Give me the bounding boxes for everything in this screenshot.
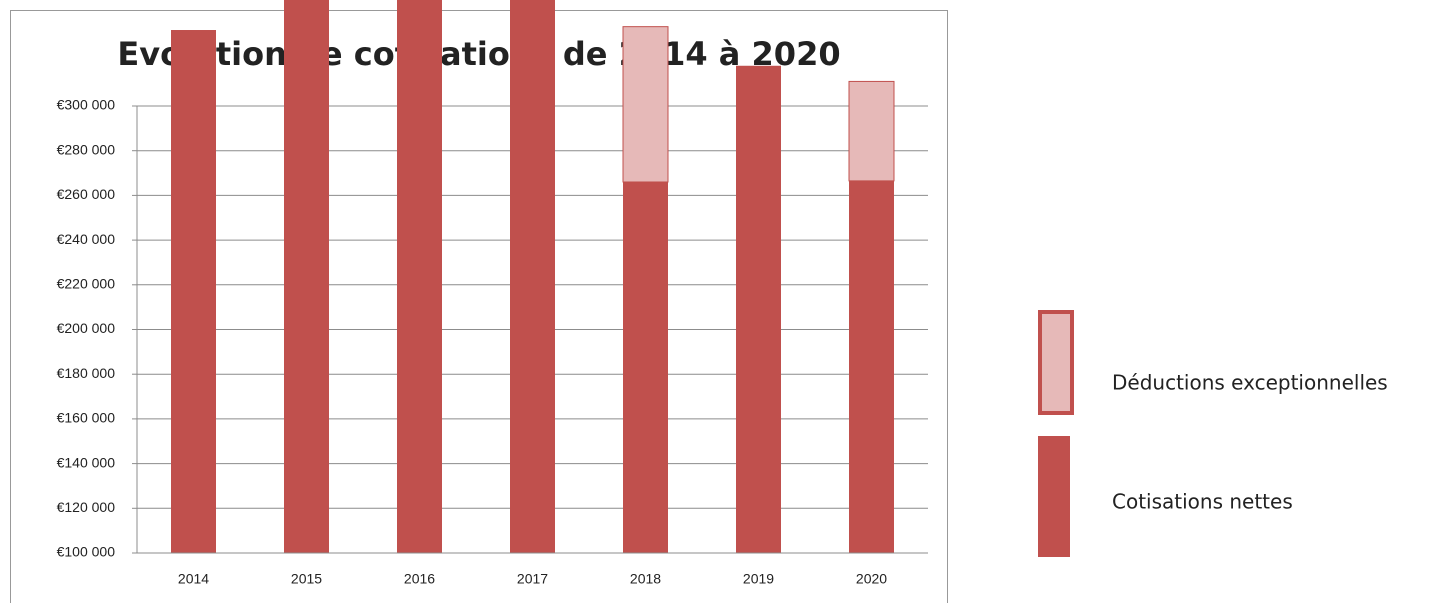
bar-segment xyxy=(397,0,442,553)
x-tick-label: 2017 xyxy=(517,571,548,587)
x-tick-label: 2014 xyxy=(178,571,209,587)
y-tick-label: €140 000 xyxy=(57,454,116,470)
x-tick-label: 2020 xyxy=(856,571,887,587)
bar-segment xyxy=(623,181,668,554)
y-tick-label: €100 000 xyxy=(57,544,116,560)
bar-segment xyxy=(848,80,895,182)
legend-swatch xyxy=(1038,436,1070,557)
x-tick-label: 2016 xyxy=(404,571,435,587)
x-tick-label: 2015 xyxy=(291,571,322,587)
bar-segment xyxy=(171,30,216,553)
bar-segment xyxy=(284,0,329,554)
legend-label: Cotisations nettes xyxy=(1112,490,1293,514)
y-tick-label: €120 000 xyxy=(57,499,116,515)
y-tick-label: €180 000 xyxy=(57,365,116,381)
x-tick-label: 2018 xyxy=(630,571,661,587)
legend-swatch xyxy=(1038,310,1074,415)
y-tick-label: €280 000 xyxy=(57,141,116,157)
bar-segment xyxy=(510,0,555,553)
y-tick-label: €240 000 xyxy=(57,231,116,247)
chart-border xyxy=(10,10,948,603)
y-tick-label: €220 000 xyxy=(57,276,116,292)
chart-title: Evolution de cotisations de 2014 à 2020 xyxy=(117,35,840,73)
y-tick-label: €260 000 xyxy=(57,186,116,202)
bar-segment xyxy=(736,65,781,554)
bar-segment xyxy=(622,26,669,183)
y-tick-label: €300 000 xyxy=(57,97,116,113)
bar-segment xyxy=(849,180,894,553)
y-tick-label: €200 000 xyxy=(57,320,116,336)
legend-label: Déductions exceptionnelles xyxy=(1112,371,1388,395)
x-tick-label: 2019 xyxy=(743,571,774,587)
y-tick-label: €160 000 xyxy=(57,410,116,426)
